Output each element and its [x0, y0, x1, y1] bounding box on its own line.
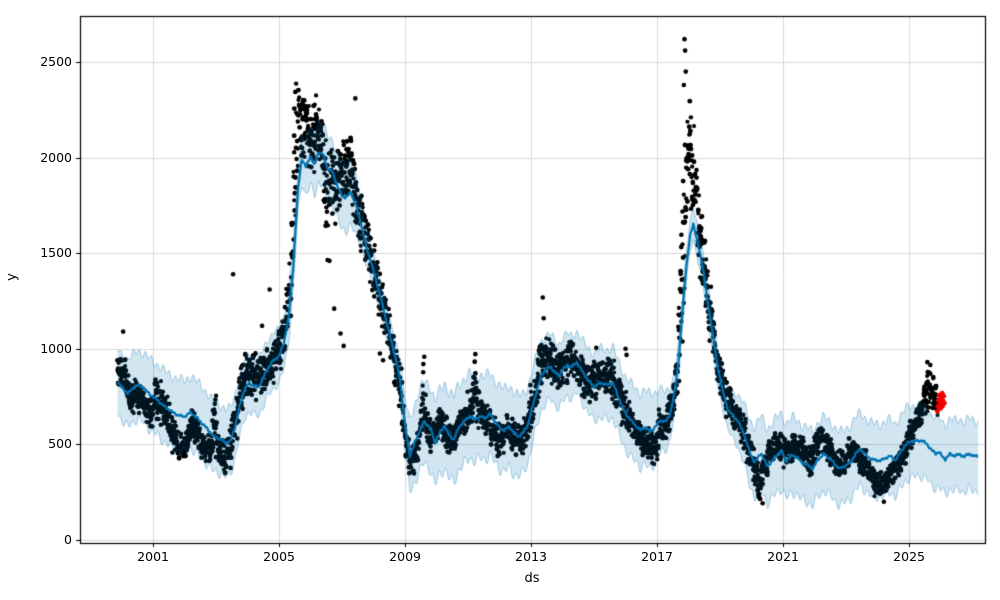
y-axis-label: y	[4, 273, 20, 281]
x-axis-label: ds	[524, 571, 540, 586]
